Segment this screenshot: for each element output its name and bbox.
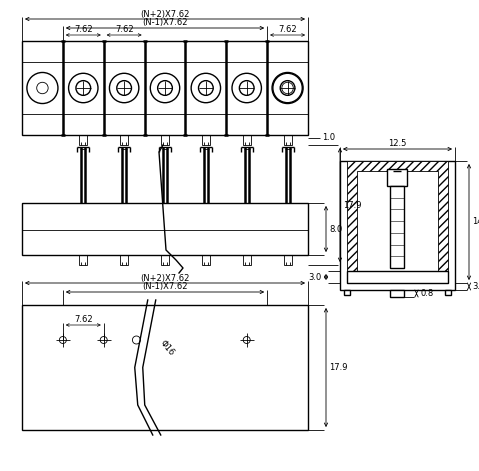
Bar xyxy=(22,305,308,430)
Bar xyxy=(347,161,448,283)
Bar xyxy=(388,169,408,186)
Bar xyxy=(390,290,404,297)
Text: 7.62: 7.62 xyxy=(74,25,92,34)
Bar xyxy=(284,255,292,265)
Text: (N-1)X7.62: (N-1)X7.62 xyxy=(142,283,188,292)
Bar xyxy=(357,171,438,278)
Text: (N-1)X7.62: (N-1)X7.62 xyxy=(142,18,188,27)
Bar xyxy=(202,135,210,145)
Bar xyxy=(344,290,350,295)
Text: 3.8: 3.8 xyxy=(472,282,479,291)
Bar xyxy=(243,255,251,265)
Bar xyxy=(120,135,128,145)
Bar xyxy=(80,255,87,265)
Text: 14.5: 14.5 xyxy=(472,218,479,227)
Text: 3.0: 3.0 xyxy=(309,273,322,282)
Bar xyxy=(340,161,455,290)
Text: 7.62: 7.62 xyxy=(115,25,134,34)
Bar xyxy=(22,203,308,255)
Text: 12.5: 12.5 xyxy=(388,139,407,148)
Bar xyxy=(390,186,404,268)
Bar xyxy=(161,255,169,265)
Text: 17.9: 17.9 xyxy=(329,363,347,372)
Text: 1.0: 1.0 xyxy=(322,133,335,143)
Text: 7.62: 7.62 xyxy=(74,316,92,325)
Bar xyxy=(80,135,87,145)
Bar xyxy=(22,41,308,135)
Text: 17.9: 17.9 xyxy=(343,201,362,210)
Text: (N+2)X7.62: (N+2)X7.62 xyxy=(140,9,190,18)
Bar xyxy=(120,255,128,265)
Text: (N+2)X7.62: (N+2)X7.62 xyxy=(140,274,190,283)
Bar xyxy=(284,135,292,145)
Bar xyxy=(445,290,451,295)
Bar xyxy=(347,271,448,283)
Text: Φ16: Φ16 xyxy=(158,339,176,357)
Bar xyxy=(202,255,210,265)
Text: 0.8: 0.8 xyxy=(421,289,434,298)
Text: 8.0: 8.0 xyxy=(329,225,342,234)
Bar xyxy=(161,135,169,145)
Bar xyxy=(243,135,251,145)
Text: 7.62: 7.62 xyxy=(278,25,297,34)
